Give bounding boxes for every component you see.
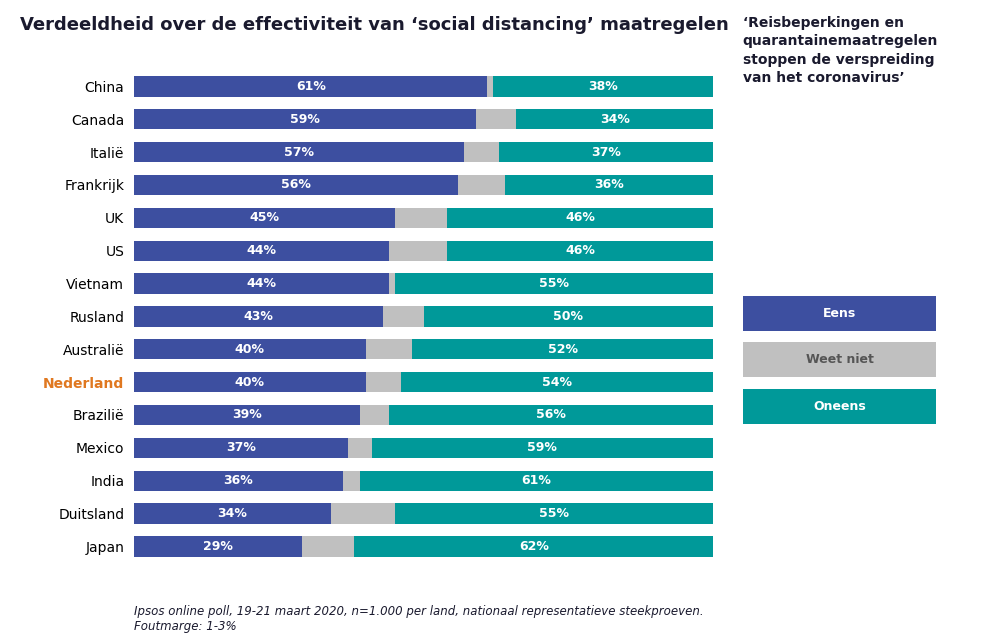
Bar [412, 339, 713, 359]
Bar [499, 142, 713, 162]
Text: 29%: 29% [204, 540, 233, 553]
Text: 55%: 55% [539, 277, 569, 290]
Bar [488, 76, 494, 97]
Text: Ipsos online poll, 19-21 maart 2020, n=1.000 per land, nationaal representatieve: Ipsos online poll, 19-21 maart 2020, n=1… [134, 605, 704, 633]
Bar [134, 503, 331, 524]
Bar [134, 109, 476, 130]
Text: Verdeeldheid over de effectiviteit van ‘social distancing’ maatregelen: Verdeeldheid over de effectiviteit van ‘… [20, 16, 729, 34]
Text: 34%: 34% [600, 113, 630, 126]
Text: 46%: 46% [565, 211, 595, 225]
Bar [134, 76, 488, 97]
Bar [424, 306, 713, 327]
Text: 54%: 54% [542, 376, 572, 389]
Text: 57%: 57% [284, 146, 314, 158]
Bar [365, 339, 412, 359]
Text: 36%: 36% [594, 179, 624, 191]
Text: 45%: 45% [249, 211, 279, 225]
Bar [395, 503, 713, 524]
Text: 61%: 61% [296, 80, 326, 93]
Bar [134, 273, 389, 294]
Bar [360, 471, 713, 491]
Text: Eens: Eens [823, 307, 856, 320]
Text: Oneens: Oneens [813, 399, 866, 413]
Text: 55%: 55% [539, 507, 569, 520]
Bar [459, 175, 504, 195]
Text: 56%: 56% [536, 408, 566, 422]
Text: 62%: 62% [518, 540, 549, 553]
Text: 46%: 46% [565, 244, 595, 257]
Text: 40%: 40% [235, 343, 265, 356]
Bar [360, 404, 389, 425]
Bar [349, 438, 371, 458]
Bar [134, 142, 465, 162]
Text: 34%: 34% [217, 507, 247, 520]
Bar [383, 306, 424, 327]
Text: 37%: 37% [226, 441, 256, 454]
Text: 36%: 36% [223, 474, 253, 487]
Text: 38%: 38% [589, 80, 618, 93]
Bar [371, 438, 713, 458]
Text: 50%: 50% [553, 310, 584, 323]
Bar [395, 207, 447, 228]
Bar [134, 240, 389, 261]
Bar [365, 372, 400, 392]
Bar [134, 339, 365, 359]
Text: Weet niet: Weet niet [805, 353, 874, 366]
Bar [465, 142, 499, 162]
Bar [389, 273, 395, 294]
Text: 59%: 59% [290, 113, 320, 126]
Bar [400, 372, 713, 392]
Text: 52%: 52% [548, 343, 578, 356]
Text: 37%: 37% [591, 146, 621, 158]
Bar [134, 207, 395, 228]
Bar [476, 109, 516, 130]
Bar [447, 207, 713, 228]
Bar [134, 536, 302, 556]
Bar [134, 306, 383, 327]
Bar [494, 76, 713, 97]
Bar [389, 240, 447, 261]
Bar [302, 536, 355, 556]
Bar [389, 404, 713, 425]
Bar [516, 109, 713, 130]
Text: 40%: 40% [235, 376, 265, 389]
Bar [134, 471, 343, 491]
Text: 44%: 44% [246, 277, 276, 290]
Bar [355, 536, 713, 556]
Bar [395, 273, 713, 294]
Bar [134, 404, 360, 425]
Text: 61%: 61% [521, 474, 551, 487]
Text: 43%: 43% [243, 310, 273, 323]
Text: 56%: 56% [281, 179, 311, 191]
Bar [447, 240, 713, 261]
Text: 59%: 59% [527, 441, 557, 454]
Bar [504, 175, 713, 195]
Text: 44%: 44% [246, 244, 276, 257]
Bar [134, 438, 349, 458]
Bar [331, 503, 394, 524]
Bar [343, 471, 360, 491]
Bar [134, 175, 459, 195]
Bar [134, 372, 365, 392]
Text: 39%: 39% [232, 408, 262, 422]
Text: ‘Reisbeperkingen en
quarantainemaatregelen
stoppen de verspreiding
van het coron: ‘Reisbeperkingen en quarantainemaatregel… [743, 16, 938, 85]
